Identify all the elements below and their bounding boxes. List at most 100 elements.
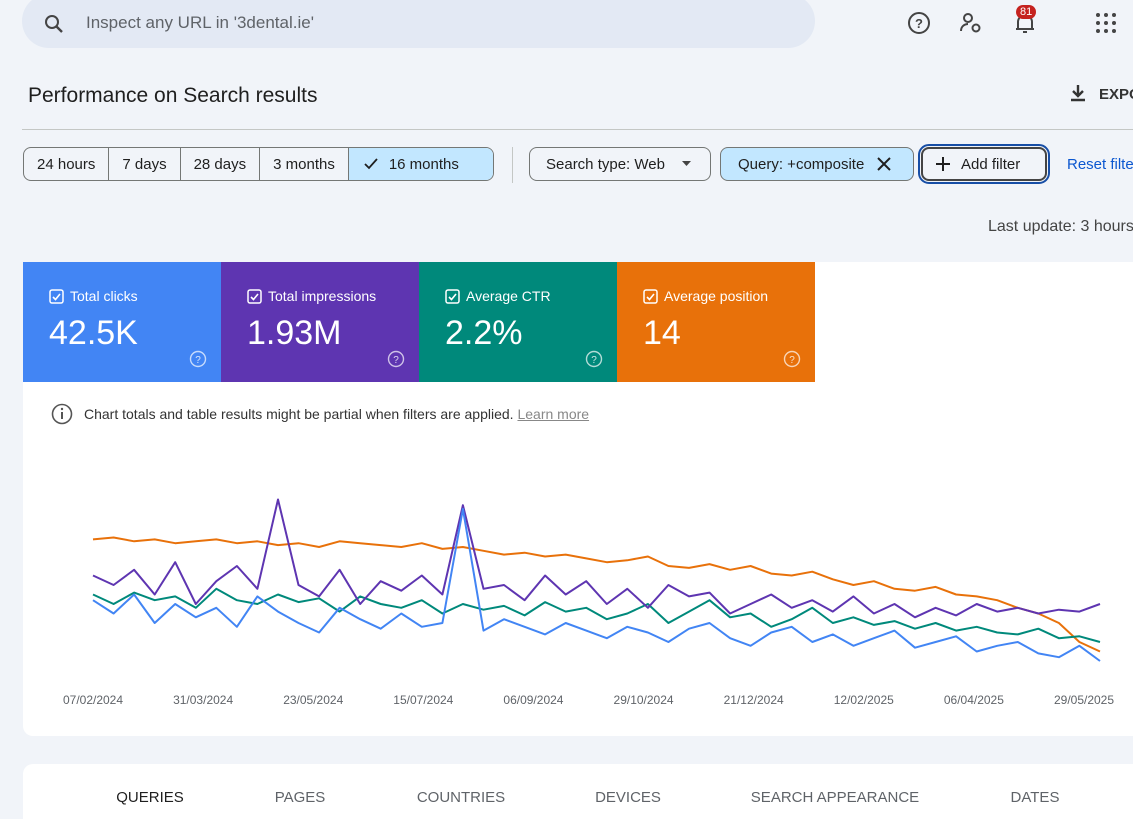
filter-label: Query: +composite (738, 155, 865, 173)
checkbox (49, 288, 64, 304)
tab[interactable]: SEARCH APPEARANCE (750, 789, 920, 806)
x-tick-label: 31/03/2024 (173, 693, 233, 707)
metric-card[interactable]: Total clicks 42.5K? (23, 262, 221, 382)
performance-chart: 07/02/2024 31/03/2024 23/05/2024 15/07/2024… (63, 498, 1114, 707)
export-button[interactable]: EXPO (1099, 86, 1133, 103)
help-circle (189, 350, 207, 368)
date-range-group: 24 hours 7 days 28 days 3 months 16 months (23, 147, 494, 181)
tab[interactable]: QUERIES (116, 789, 184, 806)
metric-value: 42.5K (49, 314, 138, 352)
tab[interactable]: DATES (1010, 789, 1060, 806)
date-range-option[interactable]: 3 months (260, 148, 349, 180)
help-circle (585, 350, 603, 368)
metric-card[interactable]: Total impressions 1.93M? (221, 262, 419, 382)
metric-value: 1.93M (247, 314, 342, 352)
date-range-option[interactable]: 7 days (109, 148, 181, 180)
help-mark: ? (393, 355, 399, 366)
tab[interactable]: PAGES (274, 789, 326, 806)
divider (22, 129, 1133, 130)
button-label: Add filter (961, 155, 1021, 173)
metric-value: 2.2% (445, 314, 523, 352)
series-line (92, 498, 1101, 619)
url-inspect-bar[interactable] (22, 0, 815, 48)
info-icon (51, 403, 73, 425)
x-tick-label: 06/09/2024 (503, 693, 563, 707)
date-range-label: 3 months (273, 155, 335, 173)
x-tick-label: 06/04/2025 (944, 693, 1004, 707)
date-range-option[interactable]: 24 hours (24, 148, 110, 180)
tab[interactable]: COUNTRIES (416, 789, 506, 806)
search-icon (45, 15, 63, 33)
x-tick-label: 29/05/2025 (1054, 693, 1114, 707)
series-line (92, 587, 1101, 643)
help-icon[interactable]: ? (906, 10, 932, 36)
tabs-panel (23, 764, 1133, 819)
help-circle (783, 350, 801, 368)
checkbox-box (49, 288, 64, 304)
date-range-label: 24 hours (37, 155, 96, 173)
series-line (92, 536, 1101, 653)
x-tick-label: 07/02/2024 (63, 693, 123, 707)
help-icon: ? (387, 350, 405, 368)
apps-icon[interactable] (1094, 11, 1118, 35)
help-circle (387, 350, 405, 368)
metric-name: Average position (664, 288, 769, 304)
date-range-label: 28 days (193, 155, 247, 173)
checkbox-box (445, 288, 460, 304)
download-icon[interactable] (1068, 83, 1088, 103)
search-placeholder: Inspect any URL in '3dental.ie' (86, 13, 314, 32)
check-mark (52, 292, 61, 301)
check-mark (646, 292, 655, 301)
date-range-label: 16 months (388, 155, 459, 173)
check-icon (364, 158, 378, 170)
check-mark (448, 292, 457, 301)
metric-name: Average CTR (466, 288, 551, 304)
page-title: Performance on Search results (28, 84, 318, 107)
reset-filters[interactable]: Reset filte (1067, 156, 1133, 173)
dropdown-arrow (681, 161, 691, 166)
info-text: Chart totals and table results might be … (84, 406, 514, 422)
metric-value: 14 (643, 314, 681, 352)
metric-card[interactable]: Average position 14? (617, 262, 815, 382)
x-tick-label: 15/07/2024 (393, 693, 453, 707)
date-range-option[interactable]: 16 months (348, 148, 493, 180)
info-note: Chart totals and table results might be … (84, 406, 589, 422)
metric-label: Total impressions (247, 288, 376, 304)
plus-icon (936, 157, 950, 171)
svg-text:?: ? (915, 16, 923, 31)
metric-label: Average CTR (445, 288, 551, 304)
metric-name: Total clicks (70, 288, 138, 304)
last-update: Last update: 3 hours (988, 218, 1133, 235)
date-range-option[interactable]: 28 days (181, 148, 261, 180)
tab[interactable]: DEVICES (595, 789, 661, 806)
divider (512, 147, 513, 183)
help-icon: ? (585, 350, 603, 368)
metric-card[interactable]: Average CTR 2.2%? (419, 262, 617, 382)
help-mark: ? (789, 355, 795, 366)
check-mark (364, 158, 378, 170)
remove-filter-icon[interactable] (874, 154, 894, 174)
checkbox-box (247, 288, 262, 304)
metric-label: Total clicks (49, 288, 138, 304)
metric-label: Average position (643, 288, 768, 304)
help-icon: ? (783, 350, 801, 368)
filter-label: Search type: Web (546, 155, 665, 173)
check-mark (250, 292, 259, 301)
x-tick-label: 12/02/2025 (834, 693, 894, 707)
checkbox (445, 288, 460, 304)
query-filter[interactable]: Query: +composite (720, 147, 914, 181)
series-line (92, 508, 1101, 662)
x-tick-label: 21/12/2024 (724, 693, 784, 707)
checkbox-box (643, 288, 658, 304)
search-type-filter[interactable]: Search type: Web (529, 147, 711, 181)
help-mark: ? (591, 355, 597, 366)
checkbox (247, 288, 262, 304)
help-mark: ? (195, 355, 201, 366)
learn-more-link[interactable]: Learn more (517, 406, 590, 422)
checkbox (643, 288, 658, 304)
user-settings-icon[interactable] (958, 10, 984, 36)
add-filter-button[interactable]: Add filter (918, 144, 1050, 184)
date-range-label: 7 days (122, 155, 167, 173)
notification-badge: 81 (1016, 5, 1037, 19)
